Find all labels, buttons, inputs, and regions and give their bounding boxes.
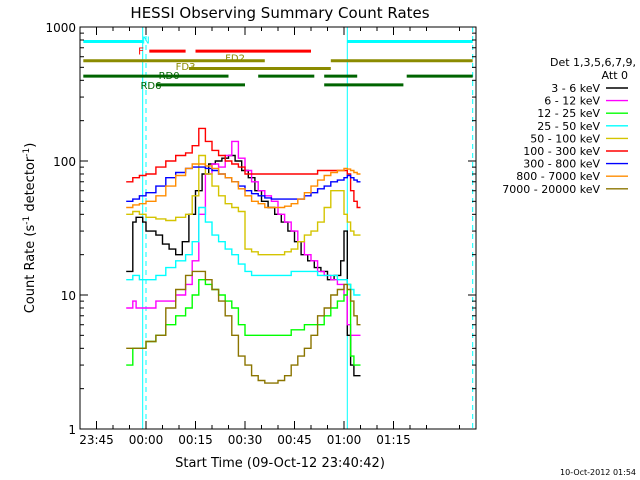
legend-entry-label-4: 50 - 100 keV [530, 132, 600, 145]
chart-title: HESSI Observing Summary Count Rates [130, 4, 429, 22]
legend-header-line-1: Det 1,3,5,6,7,9, [550, 56, 636, 69]
series-line-1 [126, 140, 361, 336]
status-label-f: F [138, 46, 144, 57]
series-line-0 [126, 154, 361, 377]
status-label-fd2: FD2 [225, 54, 245, 65]
x-tick-label-6: 01:15 [376, 433, 411, 447]
x-tick-label-0: 23:45 [79, 433, 114, 447]
series-line-7 [126, 163, 361, 209]
legend-entry-label-8: 7000 - 20000 keV [502, 183, 600, 196]
legend-entry-label-3: 25 - 50 keV [537, 120, 600, 133]
footer-timestamp: 10-Oct-2012 01:54 [560, 468, 636, 477]
x-tick-label-2: 00:15 [178, 433, 213, 447]
series-line-2 [126, 279, 361, 366]
y-tick-label-2: 100 [53, 155, 76, 169]
y-tick-label-0: 1 [68, 423, 76, 437]
series-line-3 [126, 206, 361, 296]
series-line-8 [126, 270, 361, 384]
y-tick-label-1: 10 [61, 289, 76, 303]
legend-header-line-2: Att 0 [602, 69, 628, 82]
status-label-rd0: RD0 [159, 71, 180, 82]
x-tick-label-1: 00:00 [129, 433, 164, 447]
series-line-4 [126, 154, 361, 256]
x-tick-label-5: 01:00 [327, 433, 362, 447]
x-axis-label: Start Time (09-Oct-12 23:40:42) [175, 456, 385, 471]
axes: 23:45 00:00 00:15 00:30 00:45 01:00 01:15 1 10 10… [45, 21, 477, 447]
x-tick-label-4: 00:45 [277, 433, 312, 447]
legend-entry-label-1: 6 - 12 keV [544, 95, 600, 108]
status-label-n: N [142, 35, 149, 46]
status-label-rd6: RD6 [140, 81, 161, 92]
y-tick-label-3: 1000 [45, 21, 76, 35]
legend-entry-label-5: 100 - 300 keV [523, 145, 600, 158]
status-label-fd3: FD3 [176, 62, 196, 73]
y-axis-label: Count Rate (s-1 detector-1) [22, 143, 38, 314]
legend-entry-label-6: 300 - 800 keV [523, 158, 600, 171]
x-tick-label-3: 00:30 [228, 433, 263, 447]
legend-entry-label-7: 800 - 7000 keV [516, 170, 600, 183]
legend-entry-label-2: 12 - 25 keV [537, 107, 600, 120]
legend-entry-label-0: 3 - 6 keV [551, 82, 600, 95]
